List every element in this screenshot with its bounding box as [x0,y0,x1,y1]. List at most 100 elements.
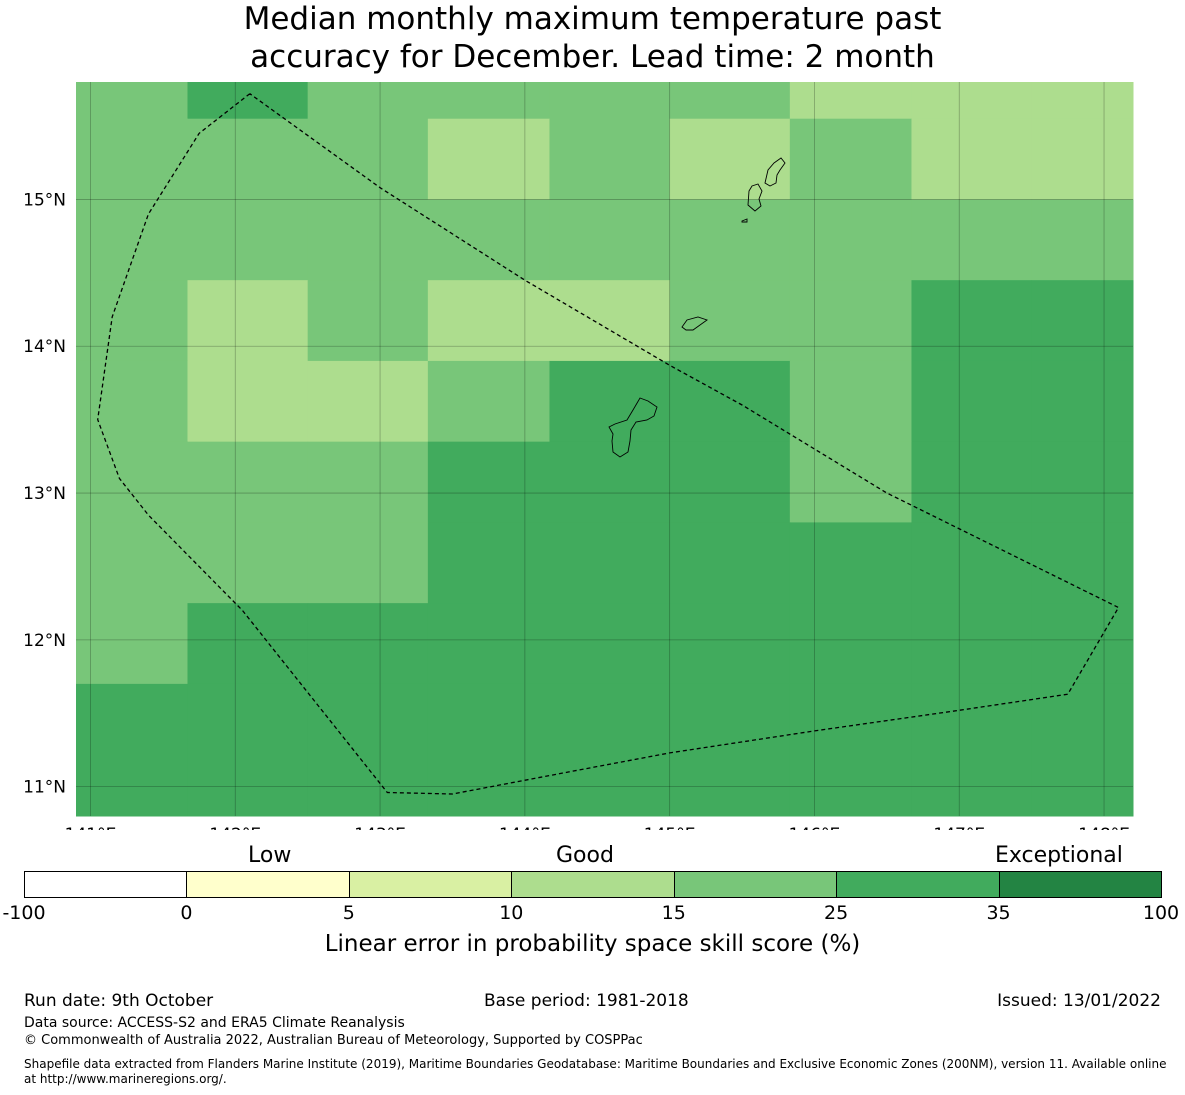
issued-date: Issued: 13/01/2022 [997,991,1161,1011]
grid-cell [549,683,671,817]
grid-cell [789,603,912,685]
grid-cell [307,280,429,362]
grid-cell [789,118,912,200]
grid-cell [789,280,912,362]
grid-cell [549,199,671,281]
grid-cell [549,360,671,443]
lon-tick-label: 143°E [354,825,406,830]
lon-tick-label: 147°E [933,825,985,830]
axis-labels: 141°E 142°E 143°E 144°E 145°E 146°E 147°E 148°E… [23,190,1130,830]
grid-cell [549,603,671,685]
grid-cell [307,199,429,281]
colorbar-tick-label: 25 [824,902,849,924]
grid-cell [1031,280,1134,362]
grid-cell [911,199,1033,281]
grid-cell [427,280,550,362]
base-period: Base period: 1981-2018 [484,991,689,1011]
colorbar-swatch [186,871,350,898]
grid-cell [76,522,188,604]
lat-tick-label: 13°N [23,484,66,504]
colorbar-swatch [673,871,838,898]
grid-cell [549,522,671,604]
colorbar-label: Linear error in probability space skill … [324,931,861,957]
shapefile-credit-line-1: Shapefile data extracted from Flanders M… [24,1057,1167,1071]
colorbar-swatch [836,871,1000,898]
grid-cell [789,360,912,443]
colorbar-tick-label: -100 [2,902,46,924]
grid-cell [307,118,429,200]
lon-tick-label: 146°E [789,825,841,830]
grid-cell [911,82,1033,120]
colorbar-category-exceptional: Exceptional [995,843,1123,868]
grid-cell [76,360,188,443]
grid-cell [669,441,791,523]
colorbar-tick-label: 10 [499,902,524,924]
tinian-island [747,183,763,212]
colorbar-swatch [24,871,188,898]
colorbar-category-low: Low [248,843,292,868]
colorbar-swatch [511,871,675,898]
colorbar-tick-label: 0 [180,902,193,924]
lat-tick-label: 14°N [23,337,66,357]
title-line-1: Median monthly maximum temperature past [243,1,942,37]
grid-cell [76,118,188,200]
grid-cell [549,118,671,200]
colorbar-category-good: Good [556,843,614,868]
grid-cell [307,522,429,604]
grid-cell [911,118,1033,200]
grid-cell [427,683,550,817]
grid-cell [427,82,550,120]
lat-tick-label: 11°N [23,778,66,798]
run-date: Run date: 9th October [24,991,214,1011]
grid-cell [911,280,1033,362]
grid-cell [669,118,791,200]
grid-cell [187,441,309,523]
grid-cell [76,82,188,120]
lon-tick-label: 148°E [1078,825,1130,830]
guam-island [608,397,658,458]
rota-island [681,316,708,331]
colorbar-tick-label: 35 [986,902,1011,924]
grid-cell [669,280,791,362]
grid-cell [427,441,550,523]
grid-cell [549,82,671,120]
grid-cell [1031,603,1134,685]
grid-cell [911,522,1033,604]
grid-cell [789,522,912,604]
grid-cell [76,199,188,281]
grid-cell [669,522,791,604]
saipan-island [764,157,786,187]
grid-cell [187,199,309,281]
grid-cell [187,360,309,443]
grid-cell [187,82,309,120]
grid-cell [789,683,912,817]
grid-cell [1031,360,1134,443]
grid-cell [187,522,309,604]
grid-cell [76,603,188,685]
grid-cell [76,280,188,362]
grid-cell [669,603,791,685]
grid-cell [1031,522,1134,604]
grid-cell [669,360,791,443]
grid-cell [789,82,912,120]
grid-cell [427,199,550,281]
grid-cell [307,683,429,817]
grid-cell [187,280,309,362]
grid-cell [911,683,1033,817]
grid-cell [1031,82,1134,120]
lon-tick-label: 145°E [644,825,696,830]
lat-tick-label: 15°N [23,190,66,210]
grid-cell [187,118,309,200]
lon-tick-label: 141°E [65,825,117,830]
title-line-2: accuracy for December. Lead time: 2 mont… [250,39,935,75]
grid-cell [1031,441,1134,523]
map-title: Median monthly maximum temperature past … [0,0,1185,76]
grid-cell [1031,118,1134,200]
grid-cell [307,360,429,443]
grid-cell [549,280,671,362]
grid-cell [187,603,309,685]
grid-cell [911,360,1033,443]
islands [608,157,786,458]
grid-cell [789,199,912,281]
grid-cell [789,441,912,523]
